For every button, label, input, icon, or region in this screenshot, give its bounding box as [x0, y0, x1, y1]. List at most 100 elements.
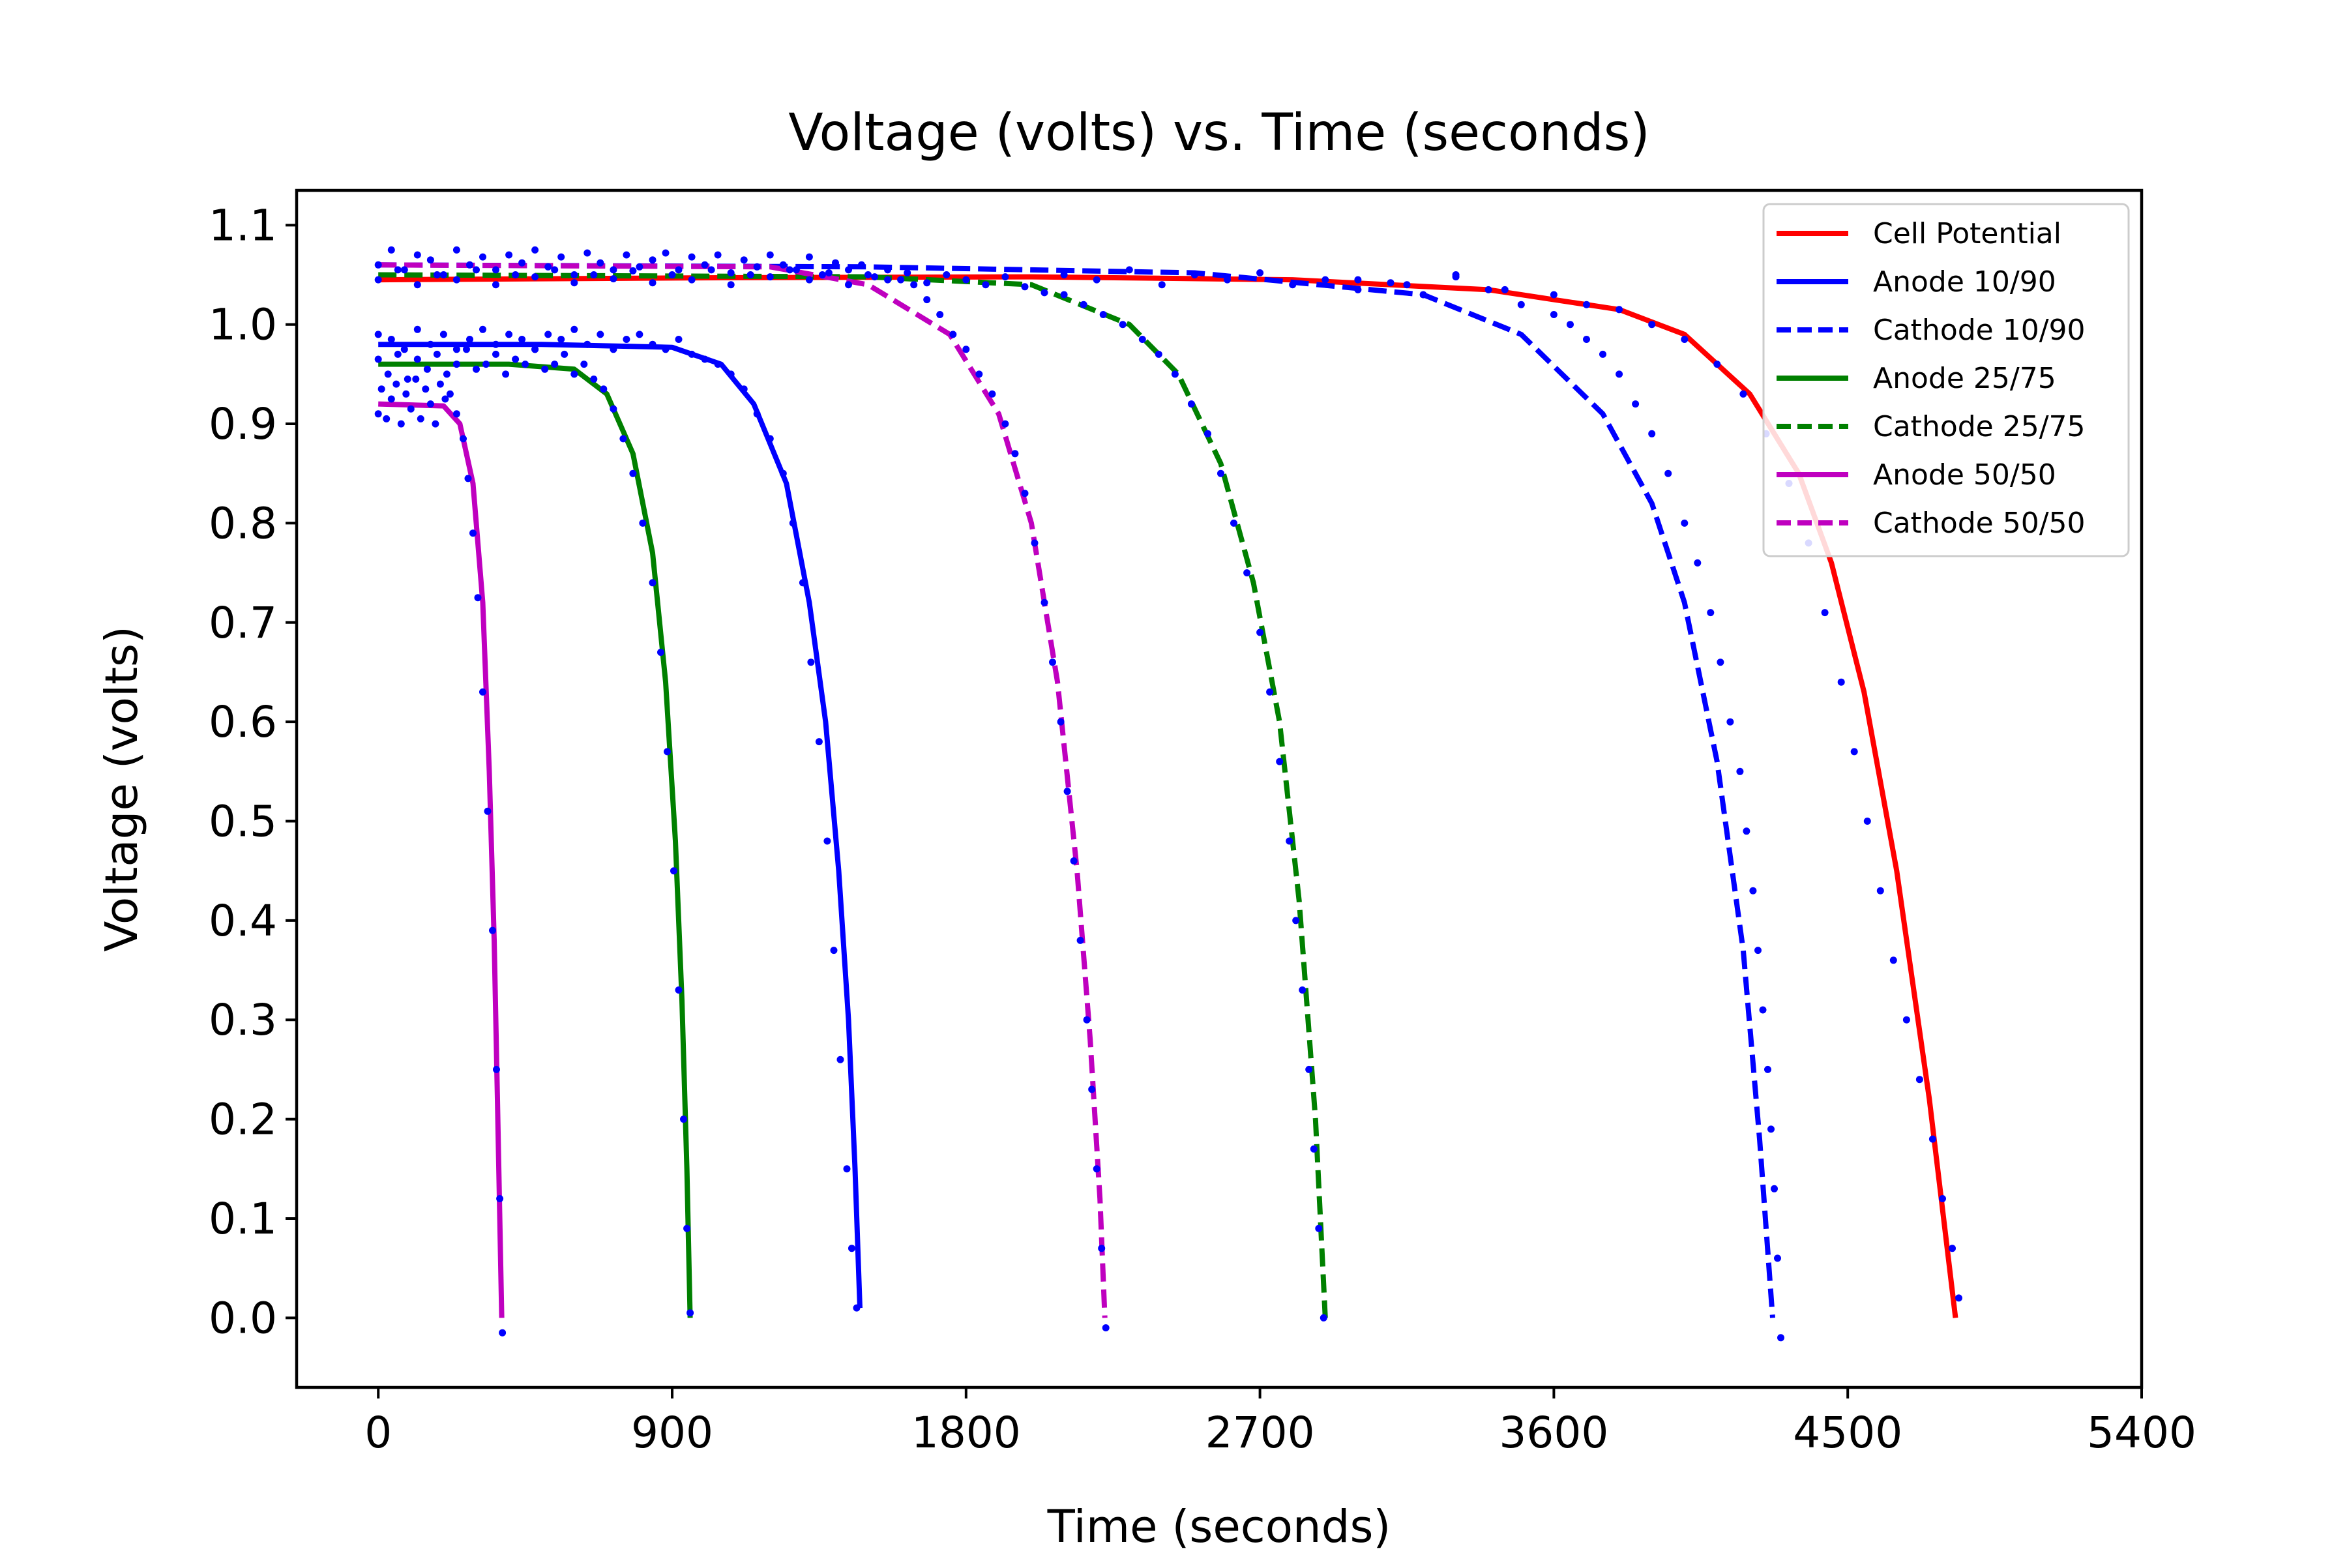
scatter-point — [1080, 301, 1087, 308]
scatter-point — [465, 475, 472, 482]
scatter-point — [1890, 956, 1897, 964]
scatter-point — [657, 649, 664, 656]
scatter-point — [629, 267, 636, 274]
scatter-point — [388, 396, 395, 403]
y-tick-label: 0.4 — [209, 896, 277, 946]
scatter-point — [623, 252, 630, 259]
y-tick-label: 1.0 — [209, 300, 277, 350]
scatter-point — [728, 269, 735, 276]
scatter-point — [1501, 286, 1509, 293]
scatter-point — [570, 326, 578, 333]
scatter-point — [1224, 276, 1231, 284]
scatter-point — [512, 356, 519, 363]
scatter-point — [1550, 291, 1557, 299]
scatter-point — [1583, 301, 1590, 308]
scatter-point — [466, 336, 473, 343]
scatter-point — [816, 738, 823, 745]
scatter-point — [701, 261, 709, 269]
scatter-point — [747, 271, 754, 278]
scatter-point — [570, 370, 578, 377]
scatter-point — [388, 246, 395, 254]
scatter-point — [975, 370, 982, 377]
scatter-point — [505, 331, 512, 338]
scatter-point — [375, 261, 382, 269]
scatter-point — [1404, 281, 1411, 288]
scatter-point — [518, 259, 525, 267]
x-axis-label: Time (seconds) — [1047, 1501, 1391, 1553]
scatter-point — [412, 376, 419, 383]
scatter-point — [1088, 1086, 1095, 1093]
scatter-point — [1420, 291, 1427, 299]
scatter-point — [1616, 306, 1623, 313]
scatter-point — [649, 256, 657, 263]
legend-label-anode-10-90: Anode 10/90 — [1873, 265, 2056, 299]
y-tick-label: 0.8 — [209, 498, 277, 548]
scatter-point — [639, 520, 646, 527]
scatter-point — [473, 266, 480, 273]
scatter-point — [1754, 947, 1762, 954]
scatter-point — [1098, 1245, 1105, 1252]
legend-label-anode-25-75: Anode 25/75 — [1873, 362, 2056, 395]
scatter-point — [383, 415, 390, 422]
scatter-point — [1041, 599, 1048, 606]
scatter-point — [884, 266, 891, 273]
scatter-point — [1550, 311, 1557, 318]
y-tick-label: 0.6 — [209, 697, 277, 747]
scatter-point — [432, 421, 439, 428]
scatter-point — [422, 385, 429, 392]
scatter-point — [597, 259, 604, 267]
scatter-point — [466, 261, 473, 269]
scatter-point — [1518, 301, 1525, 308]
scatter-point — [492, 351, 499, 358]
scatter-point — [1648, 321, 1655, 328]
scatter-point — [715, 361, 722, 368]
scatter-point — [1243, 569, 1250, 576]
scatter-point — [1093, 1165, 1100, 1172]
scatter-point — [943, 271, 950, 278]
scatter-point — [754, 410, 761, 417]
scatter-point — [688, 276, 696, 284]
scatter-point — [610, 406, 617, 413]
scatter-point — [1736, 768, 1743, 775]
scatter-point — [1616, 370, 1623, 377]
scatter-point — [675, 266, 683, 273]
legend-label-anode-50-50: Anode 50/50 — [1873, 458, 2056, 492]
scatter-point — [1084, 1016, 1091, 1024]
scatter-point — [1694, 559, 1701, 567]
scatter-point — [806, 254, 813, 261]
scatter-point — [1929, 1136, 1936, 1143]
scatter-point — [1057, 718, 1065, 726]
scatter-point — [767, 252, 774, 259]
scatter-point — [402, 391, 409, 398]
scatter-point — [512, 271, 519, 278]
scatter-point — [1159, 281, 1166, 288]
scatter-point — [664, 748, 671, 755]
legend-label-cathode-25-75: Cathode 25/75 — [1873, 410, 2086, 443]
scatter-point — [1764, 1066, 1771, 1073]
scatter-point — [629, 470, 636, 477]
scatter-point — [492, 281, 499, 288]
scatter-point — [1041, 289, 1048, 296]
scatter-point — [1321, 276, 1329, 284]
scatter-point — [502, 370, 509, 377]
scatter-point — [1717, 658, 1724, 666]
scatter-point — [1119, 321, 1127, 328]
scatter-point — [544, 263, 552, 271]
scatter-point — [1230, 520, 1237, 527]
scatter-point — [1093, 276, 1100, 284]
scatter-point — [1739, 391, 1747, 398]
scatter-point — [845, 266, 852, 273]
legend: Cell PotentialAnode 10/90Cathode 10/90An… — [1764, 204, 2129, 556]
scatter-point — [453, 276, 460, 284]
scatter-point — [1266, 688, 1273, 696]
scatter-point — [392, 381, 400, 388]
scatter-point — [962, 276, 969, 284]
scatter-point — [375, 410, 382, 417]
scatter-point — [1315, 1225, 1322, 1232]
y-tick-label: 1.1 — [209, 200, 277, 250]
x-tick-label: 2700 — [1205, 1408, 1315, 1458]
scatter-point — [1310, 1146, 1318, 1153]
scatter-point — [394, 351, 402, 358]
scatter-point — [728, 370, 735, 377]
scatter-point — [1292, 917, 1299, 924]
